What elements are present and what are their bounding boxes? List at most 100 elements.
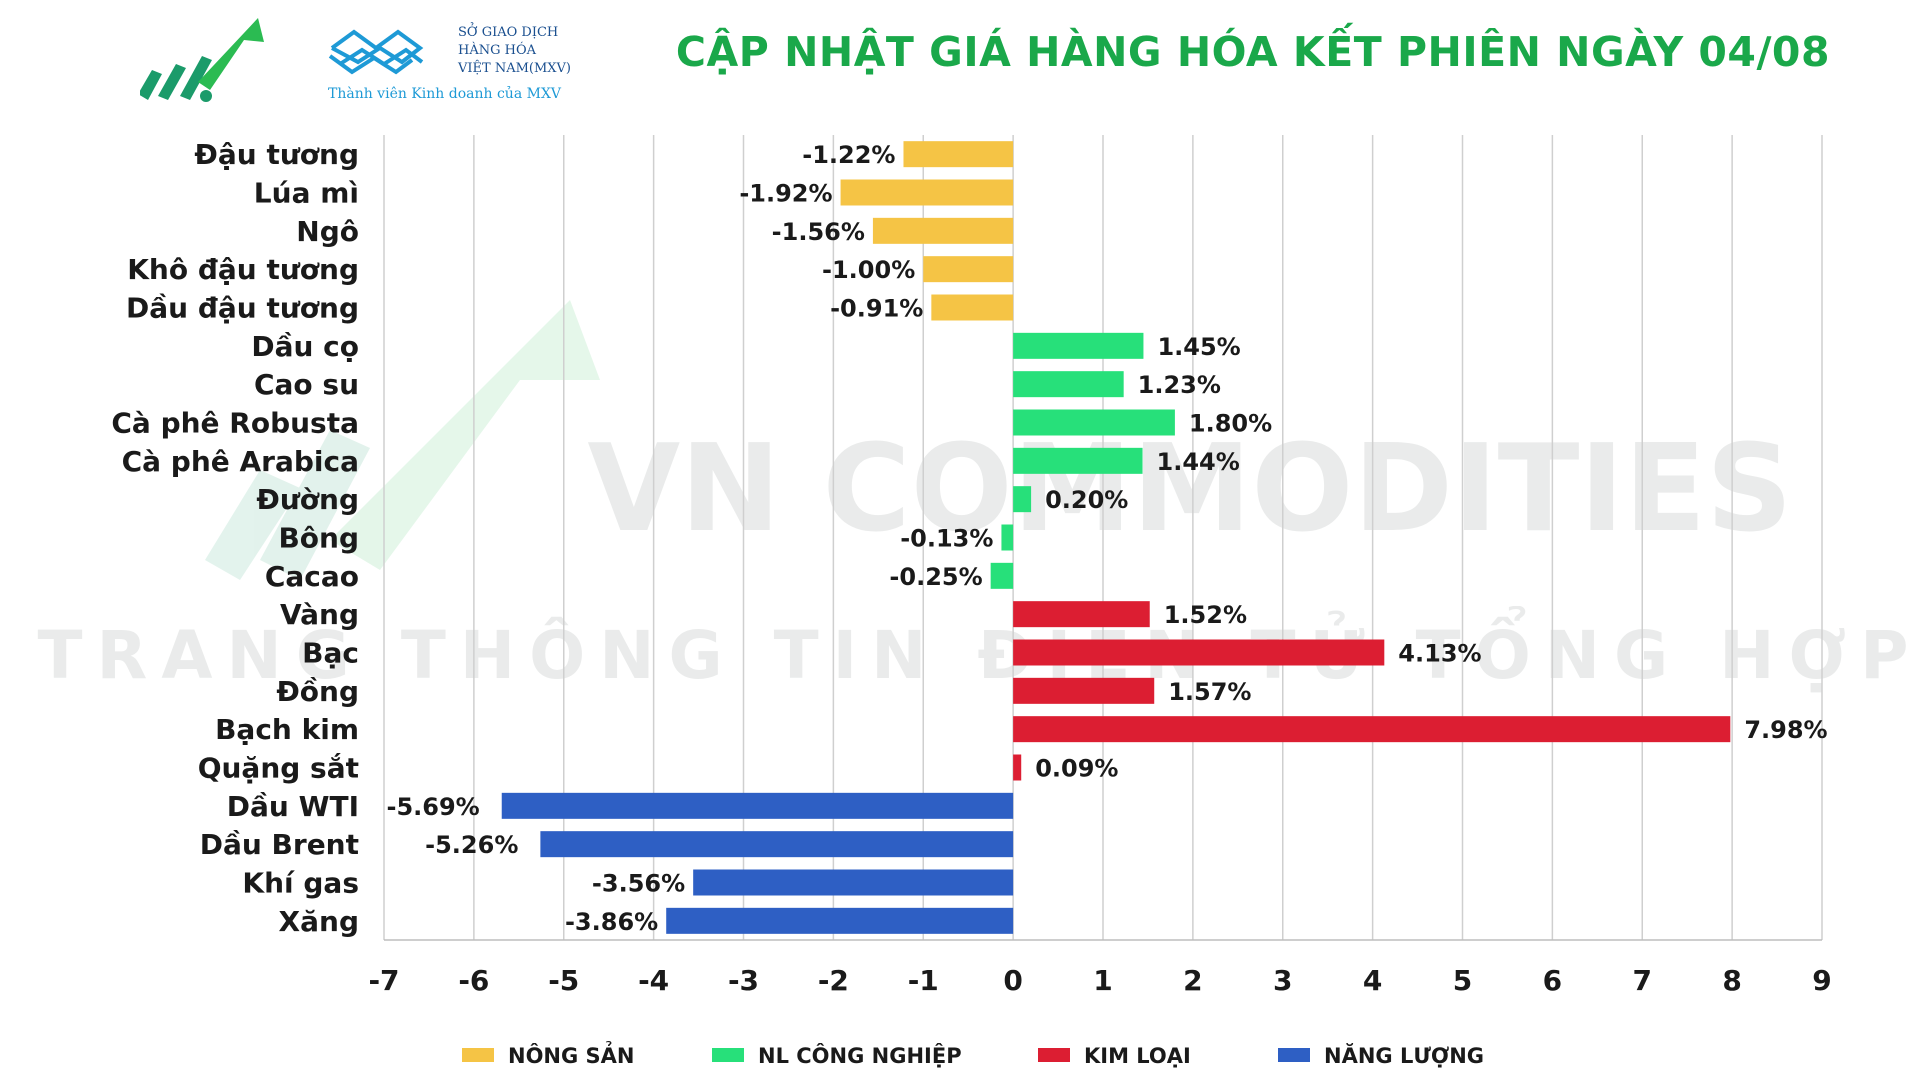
x-tick-label: 6 [1543, 964, 1562, 997]
bar [903, 141, 1014, 168]
bar [1013, 754, 1022, 781]
x-tick-label: 1 [1093, 964, 1112, 997]
data-label: -5.69% [387, 793, 480, 821]
legend-label: NÔNG SẢN [508, 1041, 635, 1068]
bar [1013, 371, 1124, 398]
bar [872, 217, 1014, 244]
data-label: 1.80% [1189, 410, 1272, 438]
x-tick-label: 8 [1722, 964, 1741, 997]
data-label: -1.22% [802, 141, 895, 169]
data-label: -0.25% [889, 563, 982, 591]
category-label: Lúa mì [254, 177, 359, 210]
category-label: Bạch kim [215, 713, 359, 746]
category-label: Vàng [280, 598, 359, 631]
bar [666, 907, 1014, 934]
data-label: -0.13% [900, 525, 993, 553]
legend-item: KIM LOẠI [1038, 1044, 1191, 1068]
legend-swatch [462, 1048, 494, 1062]
bar [990, 562, 1014, 589]
x-tick-label: 4 [1363, 964, 1382, 997]
data-label: -1.00% [822, 256, 915, 284]
bar [1013, 677, 1155, 704]
category-label: Dầu WTI [227, 790, 359, 823]
category-label: Đậu tương [194, 138, 359, 171]
bar [1013, 716, 1731, 743]
x-axis-ticks: -7 -6 -5 -4 -3 -2 -1 0 1 2 3 4 5 6 7 8 9 [368, 964, 1831, 997]
watermark-arrow-icon [205, 300, 600, 580]
category-label: Khí gas [242, 867, 359, 900]
bars [501, 141, 1731, 934]
value-labels: -1.22% -1.92% -1.56% -1.00% -0.91% 1.45% 1.23%… [387, 141, 1828, 936]
x-tick-label: 2 [1183, 964, 1202, 997]
data-label: 1.44% [1157, 448, 1240, 476]
data-label: -3.56% [592, 870, 685, 898]
watermark-line-2: TRANG THÔNG TIN ĐIỆN TỬ TỔNG HỢP [38, 606, 1920, 694]
bar [1001, 524, 1014, 551]
x-tick-label: 3 [1273, 964, 1292, 997]
data-label: 4.13% [1398, 640, 1481, 668]
mxv-logo-icon [328, 29, 424, 75]
brand-line-1: SỞ GIAO DỊCH [458, 22, 558, 40]
x-tick-label: -7 [368, 964, 399, 997]
x-tick-label: -4 [638, 964, 669, 997]
category-label: Dầu đậu tương [126, 292, 359, 325]
brand-logo: SỞ GIAO DỊCH HÀNG HÓA VIỆT NAM(MXV) Thàn… [138, 18, 571, 102]
data-label: 1.45% [1157, 333, 1240, 361]
brand-line-2: HÀNG HÓA [458, 41, 537, 58]
data-label: 1.23% [1138, 371, 1221, 399]
category-label: Cà phê Robusta [111, 407, 359, 440]
category-label: Quặng sắt [198, 752, 359, 785]
watermark: VN COMMODITIES TRANG THÔNG TIN ĐIỆN TỬ T… [38, 300, 1920, 694]
x-tick-label: 7 [1633, 964, 1652, 997]
bar [693, 869, 1014, 896]
category-label: Khô đậu tương [127, 253, 359, 286]
x-tick-label: 9 [1812, 964, 1831, 997]
x-tick-label: -6 [458, 964, 489, 997]
brand-line-3: VIỆT NAM(MXV) [457, 60, 571, 76]
growth-arrow-icon [138, 18, 264, 102]
bar [1013, 601, 1150, 628]
bar [501, 792, 1014, 819]
legend-label: NL CÔNG NGHIỆP [758, 1042, 962, 1068]
bar [931, 294, 1014, 321]
x-tick-label: 0 [1003, 964, 1022, 997]
category-label: Cacao [265, 560, 359, 593]
category-label: Dầu Brent [200, 828, 359, 861]
legend-item: NĂNG LƯỢNG [1278, 1043, 1484, 1068]
x-tick-label: 5 [1453, 964, 1472, 997]
category-label: Đường [256, 483, 359, 516]
legend-label: KIM LOẠI [1084, 1044, 1191, 1068]
x-tick-label: -2 [818, 964, 849, 997]
data-label: -1.56% [772, 218, 865, 246]
legend-swatch [712, 1048, 744, 1062]
category-label: Ngô [296, 215, 359, 248]
data-label: 0.20% [1045, 486, 1128, 514]
category-label: Bông [278, 522, 359, 555]
category-label: Bạc [302, 637, 359, 670]
bar [840, 179, 1014, 206]
category-labels: Đậu tương Lúa mì Ngô Khô đậu tương Dầu đậu t… [111, 138, 359, 938]
legend-label: NĂNG LƯỢNG [1324, 1043, 1484, 1068]
bar [1013, 447, 1143, 474]
data-label: -1.92% [739, 180, 832, 208]
category-label: Cao su [254, 368, 359, 401]
watermark-line-1: VN COMMODITIES [587, 420, 1792, 559]
legend-item: NÔNG SẢN [462, 1041, 635, 1068]
legend-swatch [1278, 1048, 1310, 1062]
category-label: Đồng [276, 675, 359, 708]
category-label: Dầu cọ [251, 330, 359, 363]
data-label: -5.26% [425, 831, 518, 859]
category-label: Cà phê Arabica [122, 445, 359, 478]
page-title: CẬP NHẬT GIÁ HÀNG HÓA KẾT PHIÊN NGÀY 04/… [675, 28, 1830, 76]
bar [1013, 639, 1385, 666]
data-label: -3.86% [565, 908, 658, 936]
x-tick-label: -5 [548, 964, 579, 997]
x-tick-label: -1 [908, 964, 939, 997]
category-label: Xăng [279, 905, 359, 938]
legend-swatch [1038, 1048, 1070, 1062]
bar [540, 831, 1014, 858]
data-label: 1.52% [1164, 601, 1247, 629]
x-tick-label: -3 [728, 964, 759, 997]
data-label: 7.98% [1744, 716, 1827, 744]
